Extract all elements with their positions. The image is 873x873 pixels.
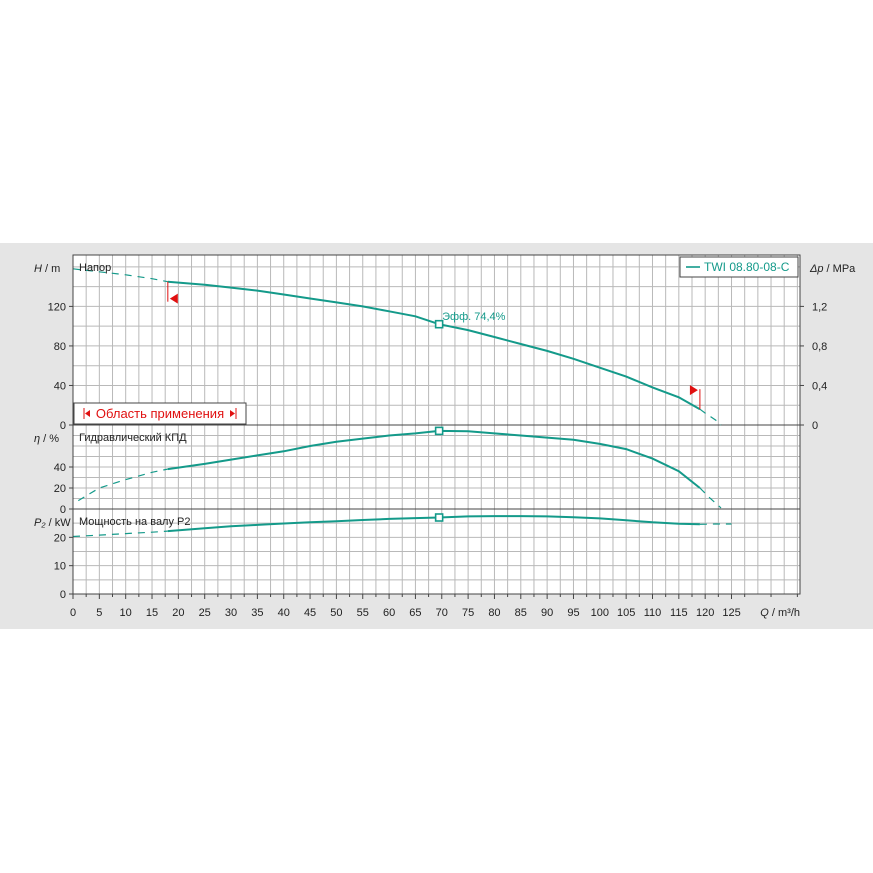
y-axis-symbol: η xyxy=(34,433,40,445)
legend-label: TWI 08.80-08-C xyxy=(704,260,790,274)
y-tick-label: 0 xyxy=(60,420,66,432)
range-box-left-arrow-icon xyxy=(85,410,90,417)
operating-point-marker xyxy=(434,513,444,522)
x-tick-label: 75 xyxy=(462,607,474,619)
x-axis-label: Q / m³/h xyxy=(760,607,800,619)
x-tick-label: 85 xyxy=(515,607,527,619)
x-tick-label: 55 xyxy=(357,607,369,619)
x-tick-label: 10 xyxy=(120,607,132,619)
y-tick-label: 0 xyxy=(60,504,66,516)
legend-box xyxy=(679,256,799,278)
x-tick-label: 15 xyxy=(146,607,158,619)
x-tick-label: 25 xyxy=(199,607,211,619)
x-tick-label: 60 xyxy=(383,607,395,619)
x-tick-label: 80 xyxy=(488,607,500,619)
range-box-right-arrow-icon xyxy=(230,410,235,417)
right-tick-label: 0,4 xyxy=(812,380,827,392)
right-tick-label: 1,2 xyxy=(812,301,827,313)
y-axis-symbol: P₂ xyxy=(34,517,46,529)
y-tick-label: 40 xyxy=(54,462,66,474)
curve-extension-dashed xyxy=(77,468,168,502)
plot-frame xyxy=(72,254,801,595)
y-axis-unit: / kW xyxy=(46,517,72,529)
x-tick-label: 95 xyxy=(567,607,579,619)
x-tick-label: 105 xyxy=(617,607,635,619)
y-tick-label: 10 xyxy=(54,561,66,573)
x-tick-label: 120 xyxy=(696,607,714,619)
x-tick-label: 70 xyxy=(436,607,448,619)
operating-point-marker xyxy=(434,426,444,436)
y-axis-label: P₂ / kW xyxy=(34,517,71,529)
x-tick-label: 65 xyxy=(409,607,421,619)
curve-extension-dashed xyxy=(699,487,722,509)
panel-title: Мощность на валу P2 xyxy=(79,516,191,528)
x-tick-label: 115 xyxy=(670,607,688,619)
y-tick-label: 20 xyxy=(54,532,66,544)
x-tick-label: 40 xyxy=(278,607,290,619)
range-end-flag-icon xyxy=(689,385,698,396)
right-tick-label: 0,8 xyxy=(812,341,827,353)
right-axis-symbol: Δp xyxy=(809,263,824,275)
x-tick-label: 110 xyxy=(644,607,662,619)
curve-extension-dashed xyxy=(72,530,168,538)
application-range-label: Область применения xyxy=(96,406,224,421)
y-axis-label: η / % xyxy=(34,433,59,445)
right-axis-label: Δp / MPa xyxy=(809,263,856,275)
y-axis-unit: / m xyxy=(42,263,60,275)
x-axis-symbol: Q xyxy=(760,607,769,619)
application-range-box xyxy=(73,402,247,425)
operating-point-marker xyxy=(434,319,444,329)
y-axis-unit: / % xyxy=(40,433,59,445)
panel-title: Гидравлический КПД xyxy=(79,432,187,444)
y-tick-label: 20 xyxy=(54,483,66,495)
x-tick-label: 45 xyxy=(304,607,316,619)
right-axis-unit: / MPa xyxy=(824,263,857,275)
right-tick-label: 0 xyxy=(812,420,818,432)
x-tick-label: 0 xyxy=(70,607,76,619)
x-tick-label: 90 xyxy=(541,607,553,619)
x-tick-label: 5 xyxy=(96,607,102,619)
x-tick-label: 30 xyxy=(225,607,237,619)
y-axis-symbol: H xyxy=(34,263,42,275)
x-tick-label: 50 xyxy=(330,607,342,619)
x-tick-label: 35 xyxy=(251,607,263,619)
curve-extension-dashed xyxy=(699,408,722,426)
y-tick-label: 40 xyxy=(54,380,66,392)
x-tick-label: 20 xyxy=(172,607,184,619)
efficiency-label: Эфф. 74,4% xyxy=(442,311,506,323)
x-axis-unit: / m³/h xyxy=(769,607,800,619)
y-tick-label: 80 xyxy=(54,341,66,353)
x-tick-label: 100 xyxy=(591,607,609,619)
curve-extension-dashed xyxy=(72,268,168,283)
y-axis-label: H / m xyxy=(34,263,60,275)
panel-title: Напор xyxy=(79,262,111,274)
x-tick-label: 125 xyxy=(722,607,740,619)
range-start-flag-icon xyxy=(169,293,178,304)
y-tick-label: 0 xyxy=(60,589,66,601)
y-tick-label: 120 xyxy=(48,301,66,313)
